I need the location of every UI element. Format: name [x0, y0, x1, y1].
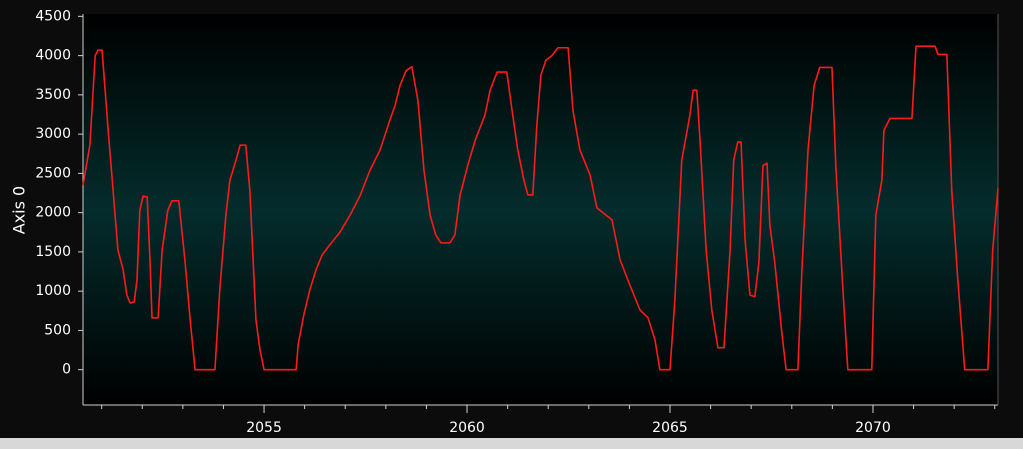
- x-tick-label: 2060: [449, 420, 485, 436]
- y-tick-label: 4000: [35, 48, 71, 64]
- y-tick-label: 2500: [35, 165, 71, 181]
- y-tick-label: 2000: [35, 205, 71, 221]
- x-tick-label: 2065: [652, 420, 688, 436]
- y-tick-label: 1000: [35, 283, 71, 299]
- y-tick-label: 4500: [35, 8, 71, 24]
- y-tick-label: 3500: [35, 87, 71, 103]
- status-strip: [0, 438, 1023, 449]
- y-axis-label: Axis 0: [10, 186, 29, 234]
- x-tick-label: 2055: [246, 420, 282, 436]
- x-tick-label: 2070: [855, 420, 891, 436]
- y-tick-label: 3000: [35, 126, 71, 142]
- y-tick-label: 0: [62, 362, 71, 378]
- data-line: [82, 45, 999, 371]
- y-tick-label: 500: [44, 322, 71, 338]
- plot-area: [83, 14, 998, 405]
- y-tick-label: 1500: [35, 244, 71, 260]
